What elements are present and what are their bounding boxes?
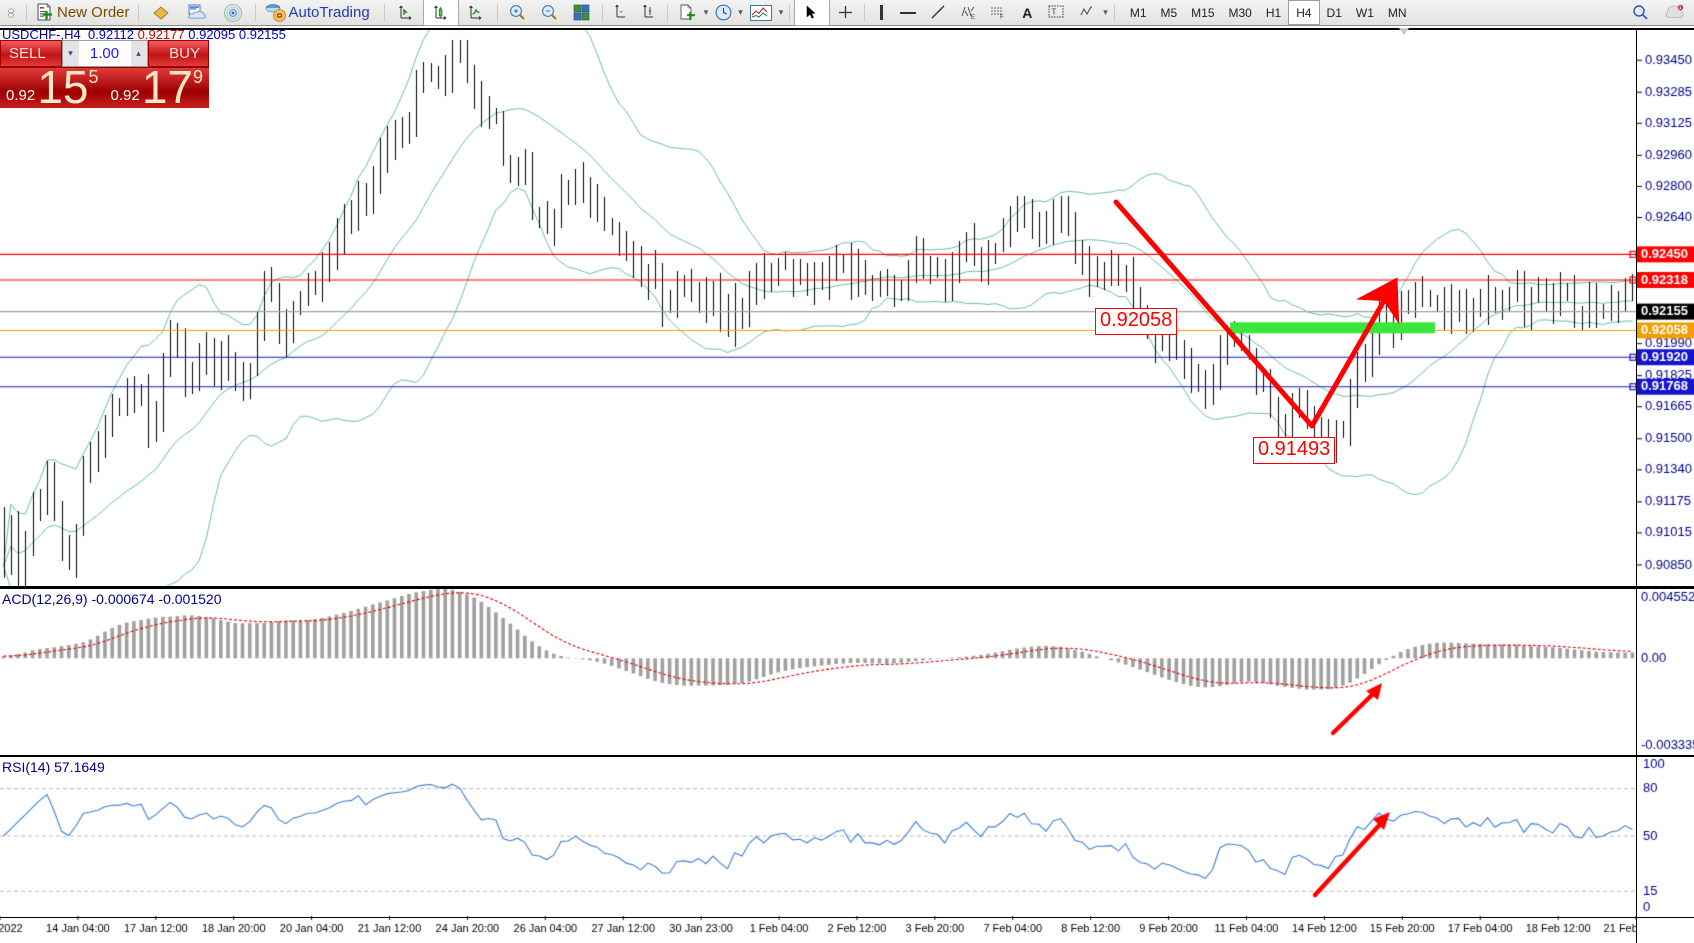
svg-text:F: F	[1000, 14, 1004, 19]
svg-text:T: T	[1052, 8, 1057, 17]
svg-text:E: E	[971, 15, 975, 20]
